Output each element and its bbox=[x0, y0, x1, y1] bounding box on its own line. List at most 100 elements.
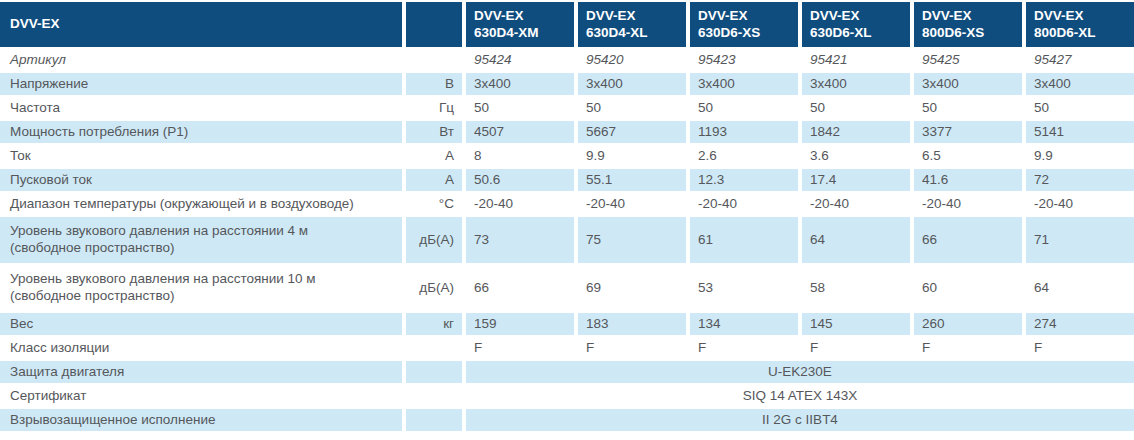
row-label: Диапазон температуры (окружающей и в воз… bbox=[0, 193, 402, 215]
value-cell: 50.6 bbox=[466, 169, 574, 191]
value-cell: 50 bbox=[1026, 97, 1134, 119]
value-cell: 17.4 bbox=[802, 169, 910, 191]
value-cell: 95424 bbox=[466, 49, 574, 71]
span-value-cell: SIQ 14 ATEX 143X bbox=[466, 385, 1134, 407]
value-cell: -20-40 bbox=[802, 193, 910, 215]
value-cell: 50 bbox=[914, 97, 1022, 119]
row-label: Напряжение bbox=[0, 73, 402, 95]
value-cell: -20-40 bbox=[914, 193, 1022, 215]
value-cell: 3.6 bbox=[802, 145, 910, 167]
value-cell: 134 bbox=[690, 313, 798, 335]
column-header-line2: 800D6-XS bbox=[922, 25, 984, 42]
row-unit: В bbox=[406, 73, 462, 95]
table-row: ЧастотаГц505050505050 bbox=[0, 97, 1134, 119]
value-cell: 3x400 bbox=[690, 73, 798, 95]
value-cell: 183 bbox=[578, 313, 686, 335]
value-cell: -20-40 bbox=[690, 193, 798, 215]
table-row: Защита двигателяU-EK230E bbox=[0, 361, 1134, 383]
column-header-line1: DVV-EX bbox=[698, 8, 748, 25]
value-cell: 75 bbox=[578, 217, 686, 263]
value-cell: -20-40 bbox=[1026, 193, 1134, 215]
value-cell: F bbox=[1026, 337, 1134, 359]
row-unit: кг bbox=[406, 313, 462, 335]
row-label: Сертификат bbox=[0, 385, 402, 407]
table-row: Уровень звукового давления на расстоянии… bbox=[0, 217, 1134, 263]
spec-table: DVV-EX DVV-EX630D4-XMDVV-EX630D4-XLDVV-E… bbox=[0, 0, 1134, 431]
column-header-line1: DVV-EX bbox=[810, 8, 860, 25]
value-cell: 73 bbox=[466, 217, 574, 263]
table-row: Артикул954249542095423954219542595427 bbox=[0, 49, 1134, 71]
value-cell: 53 bbox=[690, 265, 798, 311]
row-label: Частота bbox=[0, 97, 402, 119]
row-label: Пусковой ток bbox=[0, 169, 402, 191]
row-label: Взрывозащищенное исполнение bbox=[0, 409, 402, 431]
row-unit: дБ(А) bbox=[406, 265, 462, 311]
value-cell: 5667 bbox=[578, 121, 686, 143]
column-header-line2: 630D4-XL bbox=[586, 25, 648, 42]
row-unit: °C bbox=[406, 193, 462, 215]
value-cell: 72 bbox=[1026, 169, 1134, 191]
column-header-line1: DVV-EX bbox=[922, 8, 972, 25]
value-cell: F bbox=[914, 337, 1022, 359]
row-label: Ток bbox=[0, 145, 402, 167]
column-header: DVV-EX630D4-XL bbox=[578, 2, 686, 47]
value-cell: F bbox=[802, 337, 910, 359]
value-cell: F bbox=[466, 337, 574, 359]
table-row: Мощность потребления (P1)Вт4507566711931… bbox=[0, 121, 1134, 143]
column-header: DVV-EX630D6-XL bbox=[802, 2, 910, 47]
header-unit-cell bbox=[406, 2, 462, 47]
row-label: Мощность потребления (P1) bbox=[0, 121, 402, 143]
value-cell: 3377 bbox=[914, 121, 1022, 143]
column-header-line2: 800D6-XL bbox=[1034, 25, 1096, 42]
row-unit bbox=[406, 49, 462, 71]
value-cell: 6.5 bbox=[914, 145, 1022, 167]
column-header: DVV-EX800D6-XS bbox=[914, 2, 1022, 47]
value-cell: 4507 bbox=[466, 121, 574, 143]
value-cell: 2.6 bbox=[690, 145, 798, 167]
value-cell: 95425 bbox=[914, 49, 1022, 71]
column-header-line1: DVV-EX bbox=[1034, 8, 1084, 25]
value-cell: 274 bbox=[1026, 313, 1134, 335]
row-label: Вес bbox=[0, 313, 402, 335]
value-cell: 3x400 bbox=[914, 73, 1022, 95]
value-cell: 66 bbox=[914, 217, 1022, 263]
row-unit bbox=[406, 361, 462, 383]
table-row: ТокА89.92.63.66.59.9 bbox=[0, 145, 1134, 167]
row-unit: Вт bbox=[406, 121, 462, 143]
value-cell: 3x400 bbox=[466, 73, 574, 95]
value-cell: 58 bbox=[802, 265, 910, 311]
row-unit: Гц bbox=[406, 97, 462, 119]
value-cell: 1193 bbox=[690, 121, 798, 143]
value-cell: 64 bbox=[1026, 265, 1134, 311]
value-cell: 95420 bbox=[578, 49, 686, 71]
value-cell: 69 bbox=[578, 265, 686, 311]
table-row: Вескг159183134145260274 bbox=[0, 313, 1134, 335]
value-cell: 159 bbox=[466, 313, 574, 335]
row-label: Артикул bbox=[0, 49, 402, 71]
column-header: DVV-EX800D6-XL bbox=[1026, 2, 1134, 47]
value-cell: 5141 bbox=[1026, 121, 1134, 143]
value-cell: 8 bbox=[466, 145, 574, 167]
value-cell: 50 bbox=[578, 97, 686, 119]
table-row: Пусковой токА50.655.112.317.441.672 bbox=[0, 169, 1134, 191]
column-header: DVV-EX630D6-XS bbox=[690, 2, 798, 47]
value-cell: 3x400 bbox=[802, 73, 910, 95]
value-cell: 95427 bbox=[1026, 49, 1134, 71]
table-body: Артикул954249542095423954219542595427Нап… bbox=[0, 49, 1134, 431]
table-row: НапряжениеВ3x4003x4003x4003x4003x4003x40… bbox=[0, 73, 1134, 95]
value-cell: 60 bbox=[914, 265, 1022, 311]
value-cell: 50 bbox=[690, 97, 798, 119]
row-label: Класс изоляции bbox=[0, 337, 402, 359]
value-cell: F bbox=[578, 337, 686, 359]
value-cell: 41.6 bbox=[914, 169, 1022, 191]
value-cell: 9.9 bbox=[578, 145, 686, 167]
column-header: DVV-EX630D4-XM bbox=[466, 2, 574, 47]
value-cell: 1842 bbox=[802, 121, 910, 143]
value-cell: 260 bbox=[914, 313, 1022, 335]
value-cell: 95421 bbox=[802, 49, 910, 71]
span-value-cell: U-EK230E bbox=[466, 361, 1134, 383]
span-value-cell: II 2G с IIBT4 bbox=[466, 409, 1134, 431]
table-row: Сертификат SIQ 14 ATEX 143X bbox=[0, 385, 1134, 407]
row-unit bbox=[406, 409, 462, 431]
column-header-line2: 630D6-XL bbox=[810, 25, 872, 42]
